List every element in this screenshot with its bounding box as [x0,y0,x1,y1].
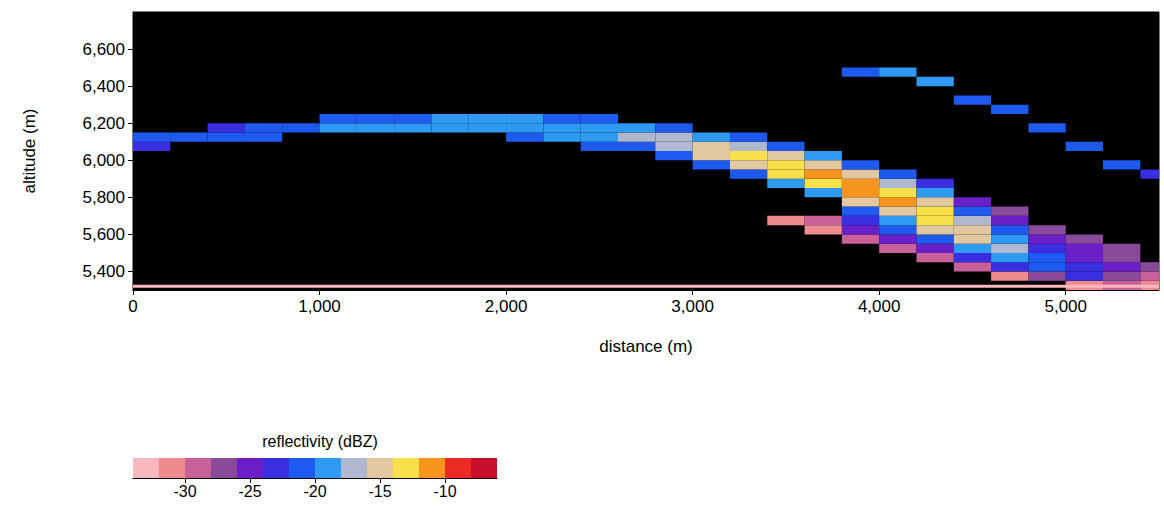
svg-text:distance (m): distance (m) [599,337,693,356]
svg-text:5,800: 5,800 [82,188,125,207]
svg-text:5,400: 5,400 [82,262,125,281]
svg-text:reflectivity (dBZ): reflectivity (dBZ) [262,433,378,450]
svg-text:6,000: 6,000 [82,151,125,170]
svg-text:-30: -30 [173,483,196,500]
svg-text:5,000: 5,000 [1044,297,1087,316]
svg-text:6,400: 6,400 [82,77,125,96]
svg-text:3,000: 3,000 [671,297,714,316]
svg-text:-10: -10 [433,483,456,500]
svg-text:6,600: 6,600 [82,40,125,59]
svg-text:5,600: 5,600 [82,225,125,244]
svg-text:-20: -20 [303,483,326,500]
svg-text:altitude (m): altitude (m) [20,108,39,193]
svg-text:-25: -25 [238,483,261,500]
svg-text:0: 0 [128,297,137,316]
svg-text:-15: -15 [368,483,391,500]
svg-text:2,000: 2,000 [485,297,528,316]
svg-text:6,200: 6,200 [82,114,125,133]
svg-text:4,000: 4,000 [858,297,901,316]
svg-text:1,000: 1,000 [298,297,341,316]
